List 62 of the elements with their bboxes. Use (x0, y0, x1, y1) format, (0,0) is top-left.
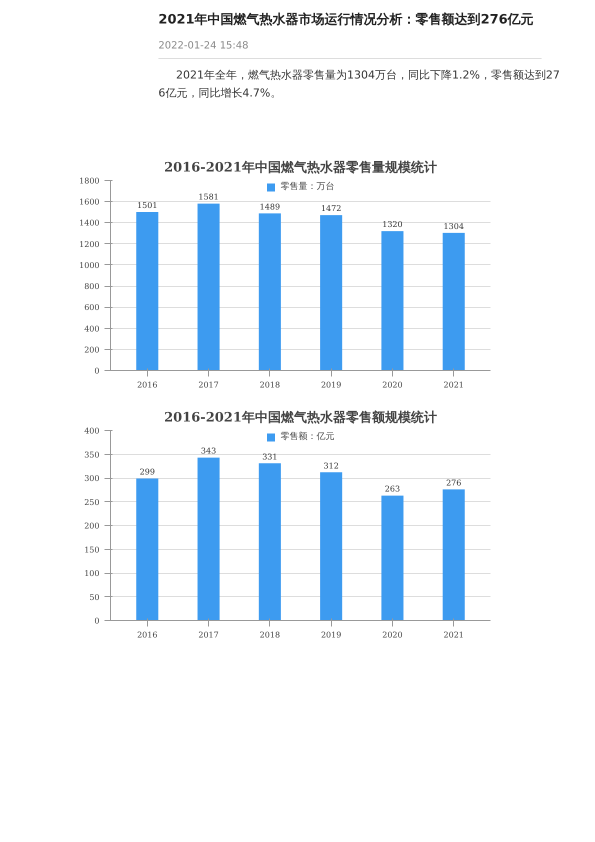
x-tick-label: 2019 (320, 380, 342, 390)
y-tick-label: 200 (84, 522, 100, 530)
y-tick-label: 1000 (79, 260, 100, 270)
bar (320, 472, 342, 620)
y-tick-label: 600 (84, 303, 100, 312)
data-label: 1581 (198, 192, 219, 202)
chart-title: 2016-2021年中国燃气热水器零售额规模统计 (164, 410, 437, 426)
bar (136, 212, 158, 370)
chart-title: 2016-2021年中国燃气热水器零售量规模统计 (164, 160, 437, 176)
y-tick-label: 50 (89, 592, 100, 602)
x-tick-label: 2020 (382, 630, 403, 640)
bar (320, 215, 342, 370)
y-tick-label: 1400 (79, 218, 100, 228)
x-tick-label: 2018 (260, 630, 280, 640)
legend-label: 零售量：万台 (280, 180, 334, 193)
bar (381, 231, 404, 370)
legend-label: 零售额：亿元 (280, 430, 334, 443)
text: 2021年中国燃气热水器市场运行情况分析：零售额达到276亿元 (158, 12, 534, 28)
data-label: 276 (446, 478, 462, 488)
data-label: 1472 (320, 204, 342, 214)
y-tick-label: 800 (84, 282, 100, 292)
data-label: 343 (200, 446, 216, 456)
bar (198, 204, 220, 370)
y-tick-label: 100 (84, 569, 100, 578)
x-tick-label: 2017 (198, 630, 219, 640)
y-tick-label: 400 (84, 324, 100, 334)
bar (381, 496, 404, 620)
y-tick-label: 1800 (79, 176, 100, 186)
y-tick-label: 350 (84, 450, 100, 460)
x-tick-label: 2016 (137, 630, 158, 640)
text: 2021年全年，燃气热水器零售量为1304万台，同比下降1.2%，零售额达到276亿元，同比增长4.7%。 (158, 68, 560, 100)
x-tick-label: 2016 (137, 380, 158, 390)
bar (136, 478, 158, 620)
y-tick-label: 1200 (79, 240, 100, 249)
y-tick-label: 1600 (79, 198, 100, 207)
x-tick-label: 2018 (260, 380, 280, 390)
bar (442, 489, 465, 620)
y-tick-label: 150 (84, 545, 100, 554)
data-label: 263 (384, 484, 400, 494)
y-tick-label: 250 (84, 498, 100, 507)
data-label: 312 (324, 461, 339, 470)
x-tick-label: 2020 (382, 380, 403, 390)
y-tick-label: 0 (94, 616, 100, 626)
data-label: 299 (140, 467, 155, 476)
x-tick-label: 2021 (444, 380, 464, 390)
data-label: 1501 (137, 201, 158, 210)
bar (258, 463, 281, 620)
bar (198, 458, 220, 620)
y-tick-label: 400 (84, 426, 100, 436)
y-tick-label: 0 (94, 366, 100, 376)
data-label: 1489 (260, 202, 280, 212)
y-tick-label: 200 (84, 345, 100, 354)
bar (258, 213, 281, 370)
x-tick-label: 2017 (198, 380, 219, 390)
data-label: 1304 (444, 222, 464, 231)
text: 2022-01-24 15:48 (158, 40, 249, 52)
data-label: 331 (262, 452, 278, 462)
x-tick-label: 2021 (444, 630, 464, 640)
x-tick-label: 2019 (320, 630, 342, 640)
data-label: 1320 (382, 220, 403, 230)
bar (442, 232, 465, 370)
y-tick-label: 300 (84, 474, 100, 483)
